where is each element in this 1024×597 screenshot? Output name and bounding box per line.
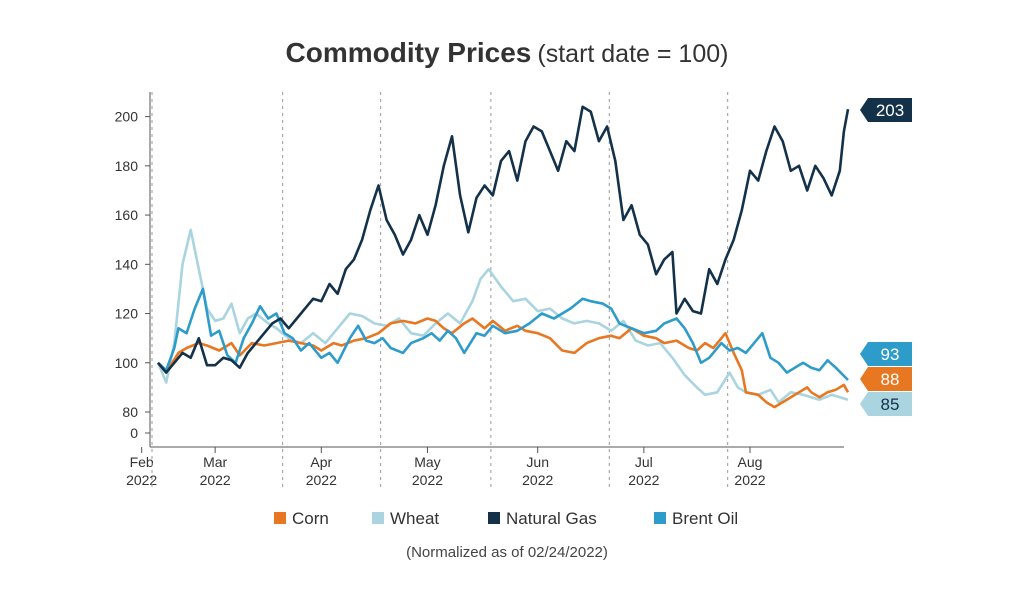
legend-swatch [372, 512, 384, 524]
x-tick-year: 2022 [126, 472, 157, 488]
end-value-labels: 88 85 203 93 [860, 98, 912, 416]
y-tick-label: 140 [115, 256, 139, 272]
end-label-value: 88 [881, 370, 900, 389]
end-label-tag-wheat [860, 392, 912, 416]
end-label-tag-natural-gas [860, 98, 912, 122]
series-line-corn [157, 317, 850, 409]
x-tick-month: Mar [203, 454, 227, 470]
legend-label: Natural Gas [506, 509, 597, 528]
chart-subtitle: (start date = 100) [537, 40, 728, 68]
y-tick-label: 200 [115, 109, 139, 125]
y-tick-label: 180 [115, 158, 139, 174]
series-lines [156, 105, 850, 409]
x-tick-year: 2022 [522, 472, 553, 488]
end-label-value: 203 [876, 101, 904, 120]
y-tick-label: 160 [115, 207, 139, 223]
x-tick-label: Jun 2022 [522, 454, 553, 488]
x-tick-month: Apr [310, 454, 332, 470]
x-tick-year: 2022 [306, 472, 337, 488]
end-label-tag-brent-oil [860, 342, 912, 366]
x-tick-year: 2022 [200, 472, 231, 488]
series-line-wheat [156, 228, 849, 404]
legend-swatch [488, 512, 500, 524]
chart-title-main: Commodity Prices [286, 37, 532, 68]
x-tick-month: Aug [738, 454, 763, 470]
end-label-value: 85 [881, 395, 900, 414]
x-tick-month: Feb [130, 454, 154, 470]
y-tick-label: 0 [130, 425, 138, 441]
normalization-note: (Normalized as of 02/24/2022) [406, 544, 608, 561]
legend-swatch [274, 512, 286, 524]
legend-label: Wheat [390, 509, 439, 528]
x-tick-year: 2022 [412, 472, 443, 488]
series-line-brent-oil [157, 287, 849, 381]
y-tick-label: 120 [115, 306, 139, 322]
x-tick-year: 2022 [734, 472, 765, 488]
x-tick-label: May 2022 [412, 454, 443, 488]
x-tick-label: Apr 2022 [306, 454, 337, 488]
series-line-natural-gas [157, 105, 850, 374]
x-tick-month: Jun [526, 454, 549, 470]
x-tick-month: Jul [635, 454, 653, 470]
legend-label: Brent Oil [672, 509, 738, 528]
month-divider-lines [151, 92, 729, 487]
y-tick-label: 80 [122, 404, 138, 420]
end-label-value: 93 [881, 345, 900, 364]
x-tick-label: Feb 2022 [126, 454, 157, 488]
y-tick-label: 100 [115, 355, 139, 371]
legend-swatch [654, 512, 666, 524]
x-tick-month: May [414, 454, 440, 470]
end-label-tag-corn [860, 367, 912, 391]
x-tick-label: Aug 2022 [734, 454, 765, 488]
legend: Corn Wheat Natural Gas Brent Oil [274, 509, 738, 528]
x-tick-year: 2022 [628, 472, 659, 488]
x-tick-label: Jul 2022 [628, 454, 659, 488]
chart-axes: 0 80 100 120 140 160 180 200 Feb 2022 Mar 2022 Apr 20… [115, 92, 844, 488]
legend-label: Corn [292, 509, 329, 528]
chart-title: Commodity Prices (start date = 100) [286, 37, 729, 68]
x-tick-label: Mar 2022 [200, 454, 231, 488]
